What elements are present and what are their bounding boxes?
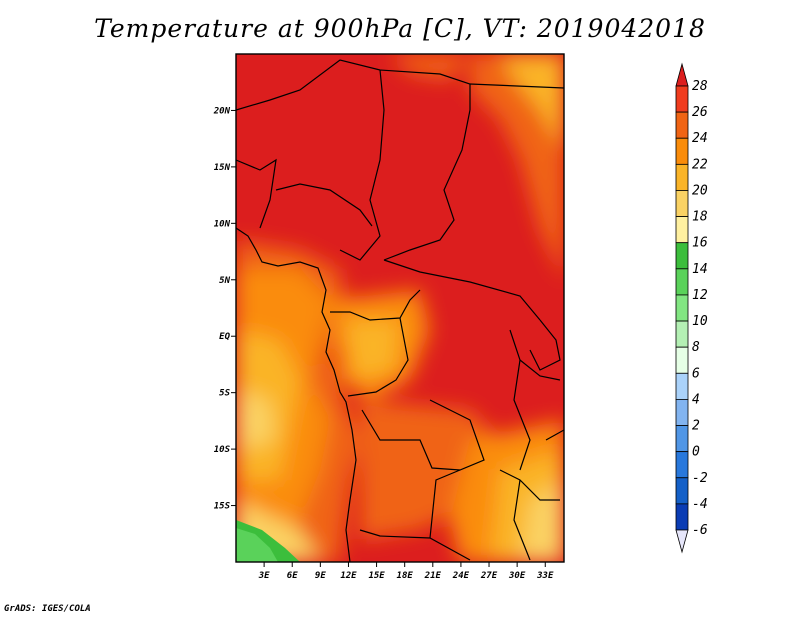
colorbar-box xyxy=(675,503,689,531)
temperature-field xyxy=(236,54,564,562)
colorbar-box xyxy=(675,242,689,270)
chart-title: Temperature at 900hPa [C], VT: 201904201… xyxy=(94,14,706,43)
lat-tick-label: 15S xyxy=(214,502,231,512)
grads-credit: GrADS: IGES/COLA xyxy=(4,604,91,614)
colorbar-box xyxy=(675,346,689,374)
colorbar-box xyxy=(675,451,689,479)
colorbar-box xyxy=(675,111,689,139)
lon-tick-label: 21E xyxy=(424,571,442,581)
lon-tick-label: 9E xyxy=(315,571,326,581)
axis-ticks: 20N 15N 10N 5N EQ 5S 10S 15S 3E 6E 9E 12E 15E 18E 21E 2… xyxy=(213,106,554,581)
colorbar-box xyxy=(675,163,689,191)
colorbar-label: 20 xyxy=(692,183,708,198)
lon-tick-label: 3E xyxy=(258,571,270,581)
lat-tick-label: 5S xyxy=(219,389,230,399)
colorbar-label: 16 xyxy=(692,236,708,251)
lon-tick-label: 18E xyxy=(397,571,414,581)
colorbar-label: 4 xyxy=(692,392,700,407)
colorbar-box xyxy=(675,190,689,217)
colorbar-label: 26 xyxy=(692,105,708,120)
colorbar-box xyxy=(675,399,689,426)
colorbar-label: 12 xyxy=(692,288,708,303)
lon-tick-label: 33E xyxy=(536,571,554,581)
colorbar-box xyxy=(675,294,689,322)
colorbar-box xyxy=(675,216,689,244)
colorbar-box xyxy=(675,372,689,400)
colorbar-label: 6 xyxy=(692,366,700,381)
colorbar-bottom-triangle xyxy=(675,529,689,554)
colorbar-box xyxy=(675,425,689,453)
colorbar-box xyxy=(675,85,689,113)
colorbar-label: 24 xyxy=(692,131,708,146)
lon-tick-label: 6E xyxy=(287,571,298,581)
colorbar-label: 14 xyxy=(692,262,708,277)
map-frame xyxy=(235,53,565,563)
lat-tick-label: EQ xyxy=(219,332,230,342)
colorbar-label: 18 xyxy=(692,210,708,225)
lon-tick-label: 12E xyxy=(340,571,357,581)
colorbar-label: 10 xyxy=(692,314,708,329)
colorbar-box xyxy=(675,477,689,505)
colorbar-label: 28 xyxy=(692,79,708,94)
colorbar-box xyxy=(675,268,689,296)
colorbar-label: 22 xyxy=(692,157,708,172)
colorbar-label: -6 xyxy=(692,523,708,538)
lon-tick-label: 24E xyxy=(452,571,470,581)
lon-tick-label: 27E xyxy=(480,571,498,581)
colorbar-label: -2 xyxy=(692,471,708,486)
lat-tick-label: 10S xyxy=(214,445,231,455)
lon-tick-label: 15E xyxy=(368,571,385,581)
country-borders xyxy=(236,59,564,562)
colorbar-top-triangle xyxy=(675,62,689,87)
colorbar-label: 8 xyxy=(692,340,700,355)
colorbar-label: -4 xyxy=(692,497,708,512)
colorbar-box xyxy=(675,320,689,348)
lat-tick-label: 15N xyxy=(214,163,231,173)
lat-tick-label: 20N xyxy=(213,106,231,116)
colorbar-label: 2 xyxy=(692,419,700,434)
colorbar-label: 0 xyxy=(692,445,700,460)
colorbar-box xyxy=(675,137,689,165)
lon-tick-label: 30E xyxy=(508,571,526,581)
lat-tick-label: 10N xyxy=(214,219,231,229)
lat-tick-label: 5N xyxy=(219,276,230,286)
